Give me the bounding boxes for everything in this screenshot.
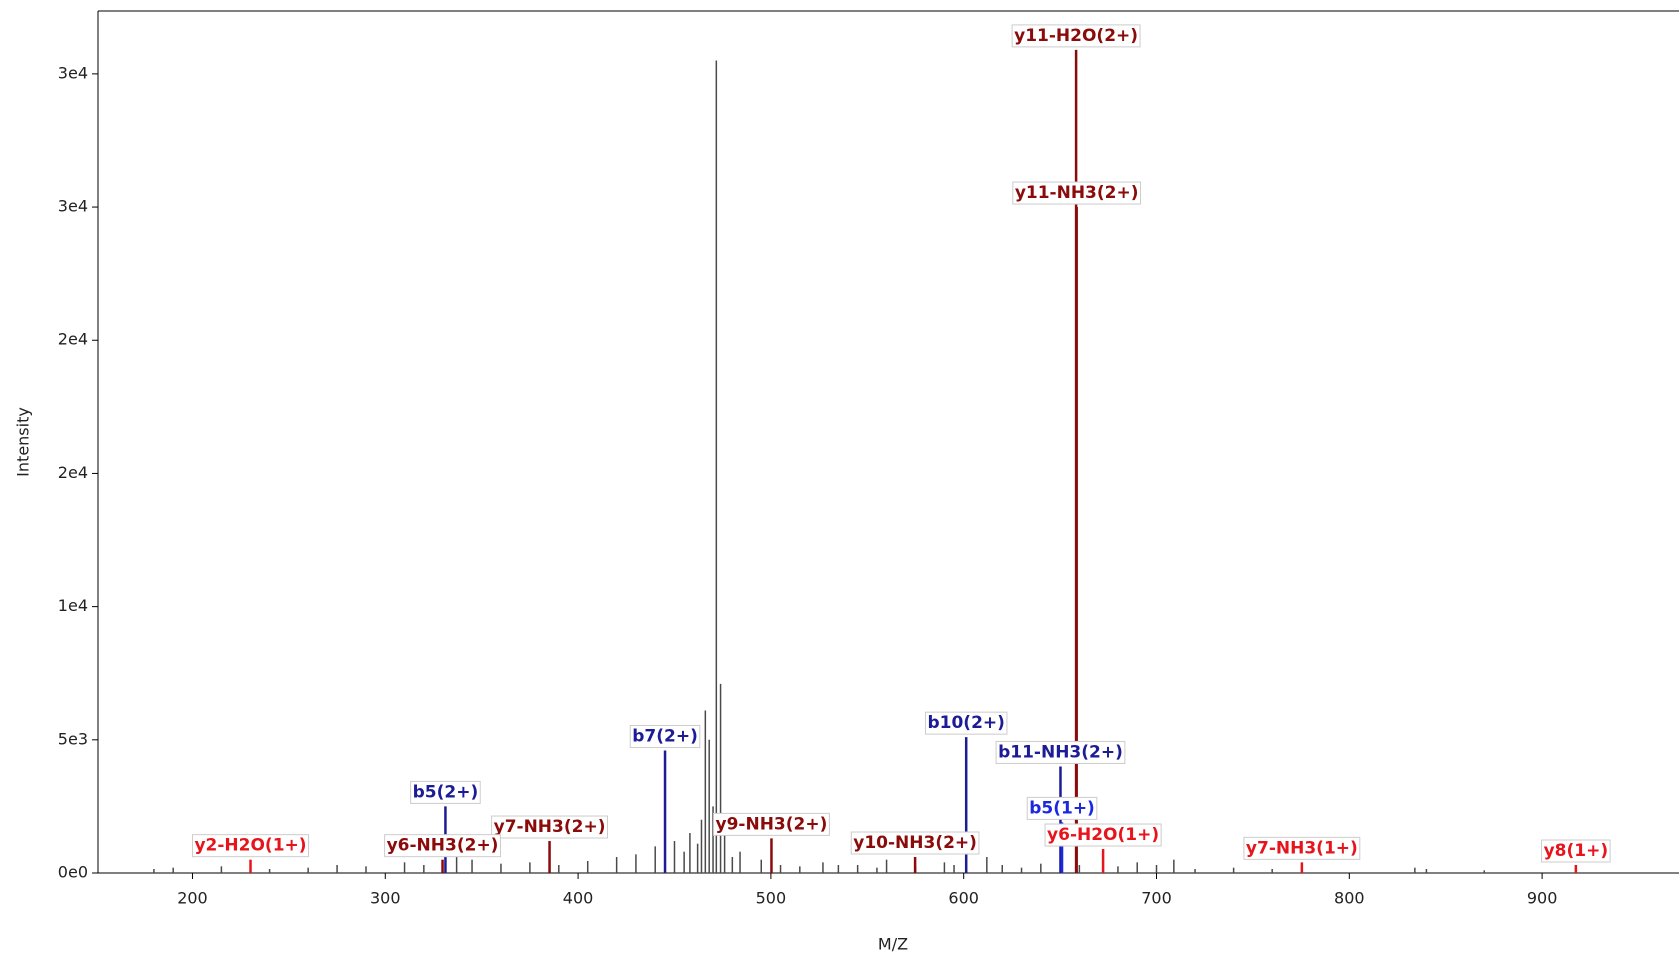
peak-label-text: b10(2+) bbox=[927, 713, 1004, 733]
y-tick-label: 3e4 bbox=[58, 63, 88, 82]
peak-label: y10-NH3(2+) bbox=[850, 831, 980, 855]
peak-label-text: y2-H2O(1+) bbox=[194, 836, 306, 856]
label-box bbox=[491, 815, 608, 839]
peak-label: y7-NH3(2+) bbox=[491, 815, 608, 839]
peak-label: b5(1+) bbox=[1026, 796, 1098, 820]
y-axis-label: Intensity bbox=[14, 407, 33, 477]
x-tick-label: 800 bbox=[1334, 889, 1365, 908]
y-tick-label: 3e4 bbox=[58, 197, 88, 216]
x-tick-label: 300 bbox=[370, 889, 401, 908]
peak-label-text: y11-NH3(2+) bbox=[1015, 183, 1139, 203]
peak-label-text: b11-NH3(2+) bbox=[998, 742, 1123, 762]
peak-label: y2-H2O(1+) bbox=[191, 834, 310, 858]
y-tick-label: 2e4 bbox=[58, 330, 88, 349]
label-box bbox=[384, 834, 501, 858]
label-box bbox=[924, 711, 1008, 735]
peak-label: y7-NH3(1+) bbox=[1243, 836, 1361, 860]
x-tick-label: 900 bbox=[1527, 889, 1558, 908]
y-tick-label: 1e4 bbox=[58, 596, 88, 615]
x-tick-label: 200 bbox=[177, 889, 208, 908]
label-box bbox=[191, 834, 310, 858]
peak-label-text: b5(2+) bbox=[413, 782, 479, 802]
peak-label-text: b5(1+) bbox=[1029, 798, 1095, 818]
label-box bbox=[410, 780, 481, 804]
label-box bbox=[995, 740, 1126, 764]
peak-label: y9-NH3(2+) bbox=[713, 812, 830, 836]
peak-label-text: y6-H2O(1+) bbox=[1047, 825, 1159, 845]
label-box bbox=[1011, 24, 1141, 48]
y-tick-label: 5e3 bbox=[58, 729, 88, 748]
label-box bbox=[1012, 181, 1142, 205]
peak-label-text: y7-NH3(1+) bbox=[1246, 838, 1358, 858]
x-tick-label: 600 bbox=[948, 889, 979, 908]
peak-label: b11-NH3(2+) bbox=[995, 740, 1126, 764]
peak-label-text: y7-NH3(2+) bbox=[494, 817, 606, 837]
peak-label: y11-NH3(2+) bbox=[1012, 181, 1142, 205]
peak-label: y6-NH3(2+) bbox=[384, 834, 501, 858]
label-box bbox=[713, 812, 830, 836]
label-box bbox=[1044, 823, 1162, 847]
peak-label-text: y6-NH3(2+) bbox=[387, 836, 499, 856]
x-tick-label: 400 bbox=[563, 889, 594, 908]
x-tick-label: 700 bbox=[1141, 889, 1172, 908]
label-box bbox=[1026, 796, 1098, 820]
peak-label-text: b7(2+) bbox=[632, 726, 698, 746]
label-box bbox=[1541, 839, 1611, 863]
peak-label: b7(2+) bbox=[629, 724, 701, 748]
peak-label-text: y9-NH3(2+) bbox=[716, 814, 828, 834]
peak-label-text: y11-H2O(2+) bbox=[1014, 26, 1138, 46]
label-box bbox=[629, 724, 701, 748]
label-box bbox=[850, 831, 980, 855]
peak-label: y11-H2O(2+) bbox=[1011, 24, 1141, 48]
x-tick-label: 500 bbox=[756, 889, 787, 908]
label-box bbox=[1243, 836, 1361, 860]
peak-label: y6-H2O(1+) bbox=[1044, 823, 1162, 847]
peak-label: y8(1+) bbox=[1541, 839, 1611, 863]
peak-label: b10(2+) bbox=[924, 711, 1008, 735]
peak-label-text: y10-NH3(2+) bbox=[853, 833, 977, 853]
peak-label-text: y8(1+) bbox=[1544, 841, 1609, 861]
x-axis-label: M/Z bbox=[878, 935, 908, 954]
y-tick-label: 2e4 bbox=[58, 463, 88, 482]
y-tick-label: 0e0 bbox=[58, 863, 88, 882]
peak-label: b5(2+) bbox=[410, 780, 481, 804]
